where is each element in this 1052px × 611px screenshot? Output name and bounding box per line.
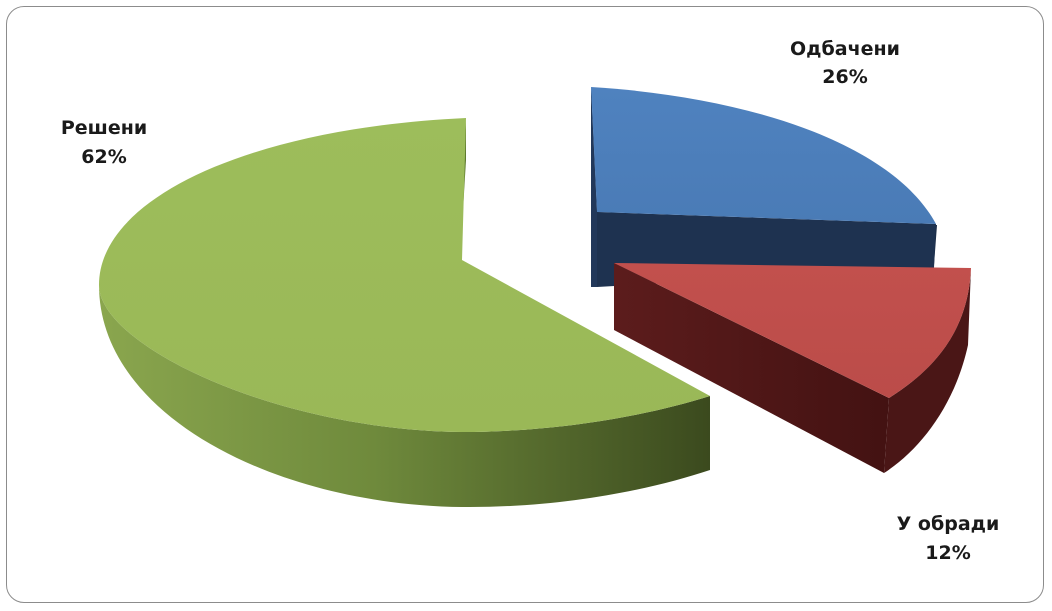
slice-reseni-top bbox=[99, 118, 710, 432]
slice-reseni-outer-wall bbox=[99, 285, 710, 508]
label-odbaceni-percent: 26% bbox=[822, 66, 867, 88]
slice-u-obradi-inner-wall bbox=[614, 263, 889, 473]
label-reseni-percent: 62% bbox=[81, 146, 126, 168]
slice-u-obradi-top bbox=[614, 263, 971, 398]
slice-reseni bbox=[99, 118, 710, 508]
label-u-obradi-percent: 12% bbox=[925, 542, 970, 564]
slice-odbaceni-wall bbox=[591, 87, 597, 287]
slice-odbaceni-top bbox=[591, 87, 936, 224]
label-u-obradi-name: У обради bbox=[897, 513, 1000, 535]
label-u-obradi: У обради 12% bbox=[897, 513, 1000, 564]
label-odbaceni-name: Одбачени bbox=[790, 38, 900, 60]
label-odbaceni: Одбачени 26% bbox=[790, 38, 900, 88]
slice-odbaceni bbox=[591, 87, 937, 287]
label-reseni: Решени 62% bbox=[61, 117, 147, 168]
slice-u-obradi-outer-wall bbox=[884, 268, 971, 473]
slice-u-obradi bbox=[614, 263, 971, 473]
label-reseni-name: Решени bbox=[61, 117, 147, 139]
